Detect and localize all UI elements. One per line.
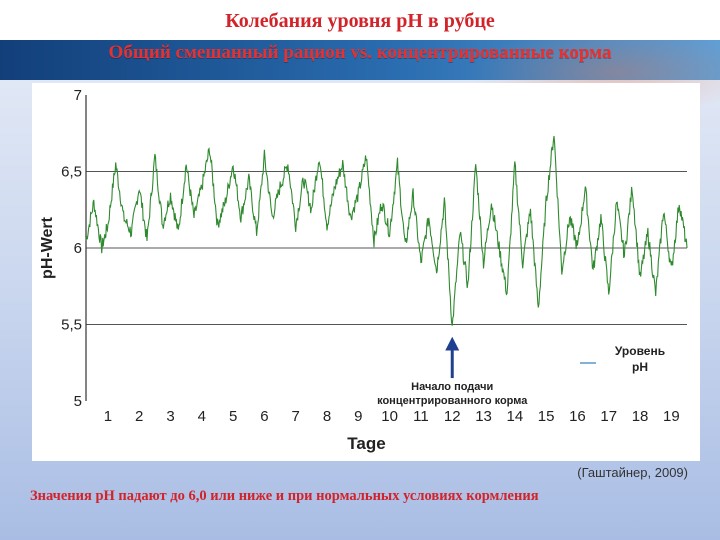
y-tick-label: 6,5	[61, 164, 82, 181]
x-tick-label: 10	[381, 408, 398, 425]
x-tick-label: 5	[229, 408, 237, 425]
annotation-text: концентрированного корма	[377, 395, 528, 407]
series-line-ph	[85, 136, 688, 326]
slide-subtitle: Общий смешанный рацион vs. концентрирова…	[108, 42, 612, 63]
annotation-arrow-head	[445, 336, 460, 351]
source-credit: (Гаштайнер, 2009)	[577, 465, 688, 480]
y-tick-label: 5	[74, 393, 82, 410]
x-tick-label: 2	[135, 408, 143, 425]
x-tick-label: 6	[260, 408, 268, 425]
chart-panel: 7 6,5 6 5,5 5 1 2 3 4 5 6 7 8 9 10 11 12 13 14 15 16 17 18 19 pH…	[32, 83, 700, 461]
x-tick-label: 8	[323, 408, 331, 425]
x-tick-label: 1	[104, 408, 112, 425]
y-tick-label: 5,5	[61, 317, 82, 334]
x-tick-label: 15	[538, 408, 555, 425]
footnote: Значения pH падают до 6,0 или ниже и при…	[30, 488, 539, 504]
x-tick-label: 7	[292, 408, 300, 425]
x-tick-label: 11	[413, 408, 429, 425]
x-tick-label: 9	[354, 408, 362, 425]
x-tick-label: 19	[663, 408, 680, 425]
header-white-band	[0, 0, 720, 42]
x-tick-label: 12	[444, 408, 461, 425]
annotation-text: Начало подачи	[411, 381, 493, 393]
x-tick-label: 3	[166, 408, 174, 425]
x-tick-label: 18	[632, 408, 649, 425]
x-tick-label: 14	[506, 408, 523, 425]
x-tick-label: 13	[475, 408, 492, 425]
y-tick-label: 6	[74, 240, 82, 257]
y-tick-label: 7	[74, 87, 82, 104]
x-axis-label: Tage	[347, 434, 385, 453]
legend-label: Уровень	[615, 344, 665, 358]
slide-title: Колебания уровня pH в рубце	[225, 10, 495, 32]
y-axis-label: pH-Wert	[39, 216, 56, 279]
x-tick-label: 4	[198, 408, 206, 425]
ph-chart: 76,565,551 2 3 4 5 6 7 8 9 10 11 12 13 14 15 16 17 18 19pH…	[39, 87, 688, 453]
x-tick-label: 16	[569, 408, 586, 425]
legend-label: pH	[632, 360, 648, 374]
x-tick-label: 17	[600, 408, 617, 425]
